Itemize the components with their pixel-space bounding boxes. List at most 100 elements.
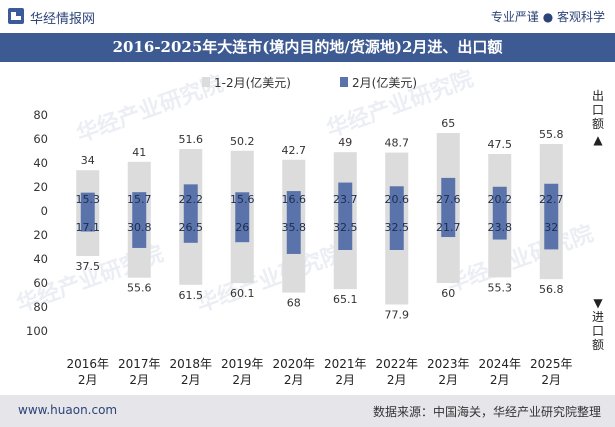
x-tick-label: 2019年 <box>221 357 264 371</box>
x-tick-label: 2月 <box>284 373 304 387</box>
y-tick-label: 40 <box>33 156 48 170</box>
legend: 1-2月(亿美元) 2月(亿美元) <box>202 75 417 90</box>
side-labels: 出口额▲▼进口额 <box>592 89 604 352</box>
x-tick-label: 2月 <box>78 373 98 387</box>
title-bar: 2016-2025年大连市(境内目的地/货源地)2月进、出口额 <box>0 33 615 62</box>
bar-monthly <box>441 177 456 238</box>
label-monthly-export: 20.6 <box>385 193 410 206</box>
x-tick-label: 2月 <box>541 373 561 387</box>
legend-label-monthly: 2月(亿美元) <box>352 75 417 90</box>
bar-monthly <box>492 186 507 240</box>
y-tick-label: 40 <box>33 252 48 266</box>
y-tick-label: 80 <box>33 300 48 314</box>
label-monthly-import: 21.7 <box>436 221 461 234</box>
legend-label-cumulative: 1-2月(亿美元) <box>214 75 291 90</box>
side-label-import: 口 <box>592 324 604 338</box>
tagline: 专业严谨 ● 客观科学 <box>490 10 605 24</box>
y-tick-label: 60 <box>33 276 48 290</box>
label-cumulative-export: 51.6 <box>179 133 204 146</box>
label-monthly-import: 32 <box>544 221 558 234</box>
x-tick-label: 2024年 <box>478 357 521 371</box>
arrow-up-icon: ▲ <box>593 133 603 147</box>
watermark-text: 华经产业研究院 <box>443 221 597 298</box>
x-tick-label: 2月 <box>181 373 201 387</box>
bar-monthly <box>132 192 147 248</box>
watermark-text: 华经产业研究院 <box>193 241 347 318</box>
x-tick-label: 2月 <box>490 373 510 387</box>
label-monthly-export: 27.6 <box>436 193 461 206</box>
label-cumulative-import: 55.3 <box>488 281 513 294</box>
x-tick-label: 2017年 <box>118 357 161 371</box>
label-cumulative-export: 50.2 <box>230 135 255 148</box>
label-cumulative-export: 42.7 <box>282 144 307 157</box>
side-label-export: 口 <box>592 103 604 117</box>
y-tick-label: 20 <box>33 228 48 242</box>
x-tick-label: 2月 <box>387 373 407 387</box>
legend-swatch-monthly <box>340 77 348 87</box>
bar-monthly <box>338 182 353 250</box>
label-monthly-import: 30.8 <box>127 221 152 234</box>
x-tick-label: 2018年 <box>169 357 212 371</box>
label-monthly-import: 26 <box>235 221 249 234</box>
label-monthly-import: 32.5 <box>385 221 410 234</box>
brand-name: 华经情报网 <box>30 12 96 27</box>
label-cumulative-export: 34 <box>81 154 95 167</box>
bar-monthly <box>80 192 95 232</box>
x-tick-label: 2020年 <box>272 357 315 371</box>
x-tick-label: 2021年 <box>324 357 367 371</box>
side-label-import: 额 <box>592 338 604 352</box>
top-bar: 华经情报网 专业严谨 ● 客观科学 <box>0 0 615 33</box>
y-tick-label: 80 <box>33 108 48 122</box>
label-monthly-import: 26.5 <box>179 221 204 234</box>
label-cumulative-import: 65.1 <box>333 293 358 306</box>
label-cumulative-export: 65 <box>441 117 455 130</box>
label-cumulative-export: 41 <box>132 146 146 159</box>
label-cumulative-export: 48.7 <box>385 137 410 150</box>
label-monthly-import: 35.8 <box>282 221 307 234</box>
label-cumulative-import: 61.5 <box>179 289 204 302</box>
chart-title: 2016-2025年大连市(境内目的地/货源地)2月进、出口额 <box>112 38 503 56</box>
bar-monthly <box>183 184 198 243</box>
x-tick-label: 2月 <box>335 373 355 387</box>
label-cumulative-export: 49 <box>338 136 352 149</box>
x-tick-label: 2022年 <box>375 357 418 371</box>
label-monthly-export: 23.7 <box>333 193 358 206</box>
side-label-import: 进 <box>592 310 604 324</box>
bar-monthly <box>544 183 559 250</box>
footer: www.huaon.com 数据来源：中国海关，华经产业研究院整理 <box>0 395 615 427</box>
label-cumulative-import: 37.5 <box>76 260 101 273</box>
side-label-export: 额 <box>592 117 604 131</box>
x-tick-label: 2月 <box>232 373 252 387</box>
y-tick-label: 20 <box>33 180 48 194</box>
data-source: 数据来源：中国海关，华经产业研究院整理 <box>372 405 601 419</box>
x-tick-label: 2月 <box>438 373 458 387</box>
label-cumulative-import: 60.1 <box>230 287 255 300</box>
bar-monthly <box>235 192 250 243</box>
label-monthly-export: 20.2 <box>488 193 513 206</box>
website-link[interactable]: www.huaon.com <box>18 403 118 417</box>
label-cumulative-import: 55.6 <box>127 282 152 295</box>
label-monthly-export: 16.6 <box>282 193 307 206</box>
label-cumulative-import: 56.8 <box>539 283 564 296</box>
bar-monthly <box>389 186 404 250</box>
bars <box>76 133 563 305</box>
label-monthly-export: 22.2 <box>179 193 204 206</box>
x-tick-label: 2023年 <box>427 357 470 371</box>
label-cumulative-export: 55.8 <box>539 128 564 141</box>
label-cumulative-import: 77.9 <box>385 308 410 321</box>
logo-icon <box>8 8 24 24</box>
y-tick-label: 0 <box>41 204 48 218</box>
label-monthly-export: 22.7 <box>539 193 564 206</box>
data-labels: 34 37.5 15.3 17.1 41 55.6 15.7 30.8 51.6 61.5 22.2… <box>76 117 564 321</box>
y-tick-label: 100 <box>26 324 48 338</box>
label-monthly-import: 32.5 <box>333 221 358 234</box>
x-tick-label: 2016年 <box>66 357 109 371</box>
x-tick-label: 2月 <box>129 373 149 387</box>
side-label-export: 出 <box>592 89 604 103</box>
label-monthly-export: 15.7 <box>127 193 152 206</box>
bar-monthly <box>286 191 301 254</box>
label-cumulative-export: 47.5 <box>488 138 513 151</box>
y-tick-label: 60 <box>33 132 48 146</box>
y-axis: 80 60 40 20 0 20 40 60 80 100 <box>26 108 48 338</box>
